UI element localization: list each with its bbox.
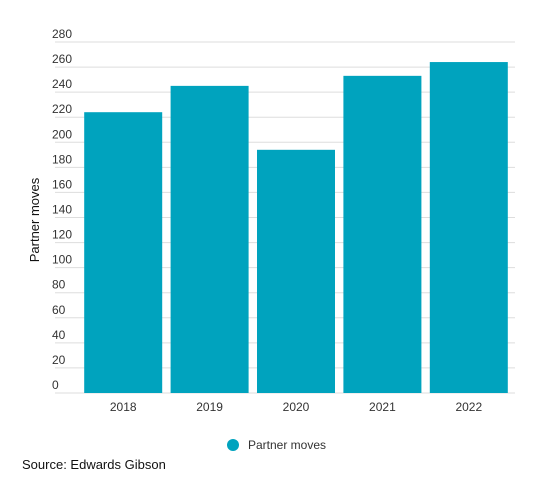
x-tick-label: 2021 xyxy=(369,400,396,414)
x-tick-label: 2018 xyxy=(110,400,137,414)
y-tick-label: 260 xyxy=(52,52,72,66)
x-tick-label: 2022 xyxy=(455,400,482,414)
y-tick-label: 120 xyxy=(52,228,72,242)
x-tick-label: 2019 xyxy=(196,400,223,414)
bar-2019 xyxy=(170,85,249,393)
y-axis-title: Partner moves xyxy=(27,177,42,262)
y-tick-label: 60 xyxy=(52,303,66,317)
y-axis-ticks: 0 20 40 60 80 100 120 140 160 180 200 220 240 260 280 xyxy=(52,27,72,392)
y-tick-label: 200 xyxy=(52,127,72,141)
y-tick-label: 80 xyxy=(52,278,66,292)
y-tick-label: 100 xyxy=(52,253,72,267)
x-tick-label: 2020 xyxy=(283,400,310,414)
y-tick-label: 140 xyxy=(52,203,72,217)
legend-label: Partner moves xyxy=(248,438,326,452)
bar-2021 xyxy=(343,75,422,393)
y-tick-label: 220 xyxy=(52,102,72,116)
y-tick-label: 240 xyxy=(52,77,72,91)
bar-2018 xyxy=(84,112,163,393)
legend-swatch xyxy=(227,439,239,451)
bar-2020 xyxy=(257,149,335,393)
y-tick-label: 180 xyxy=(52,152,72,166)
y-tick-label: 160 xyxy=(52,177,72,191)
source-note: Source: Edwards Gibson xyxy=(22,457,166,472)
y-tick-label: 40 xyxy=(52,328,66,342)
bar-2022 xyxy=(429,62,508,394)
bars xyxy=(84,62,508,394)
y-tick-label: 20 xyxy=(52,353,66,367)
legend: Partner moves xyxy=(227,438,326,452)
y-tick-label: 280 xyxy=(52,27,72,41)
x-axis-ticks: 2018 2019 2020 2021 2022 xyxy=(110,400,483,414)
y-tick-label: 0 xyxy=(52,378,59,392)
